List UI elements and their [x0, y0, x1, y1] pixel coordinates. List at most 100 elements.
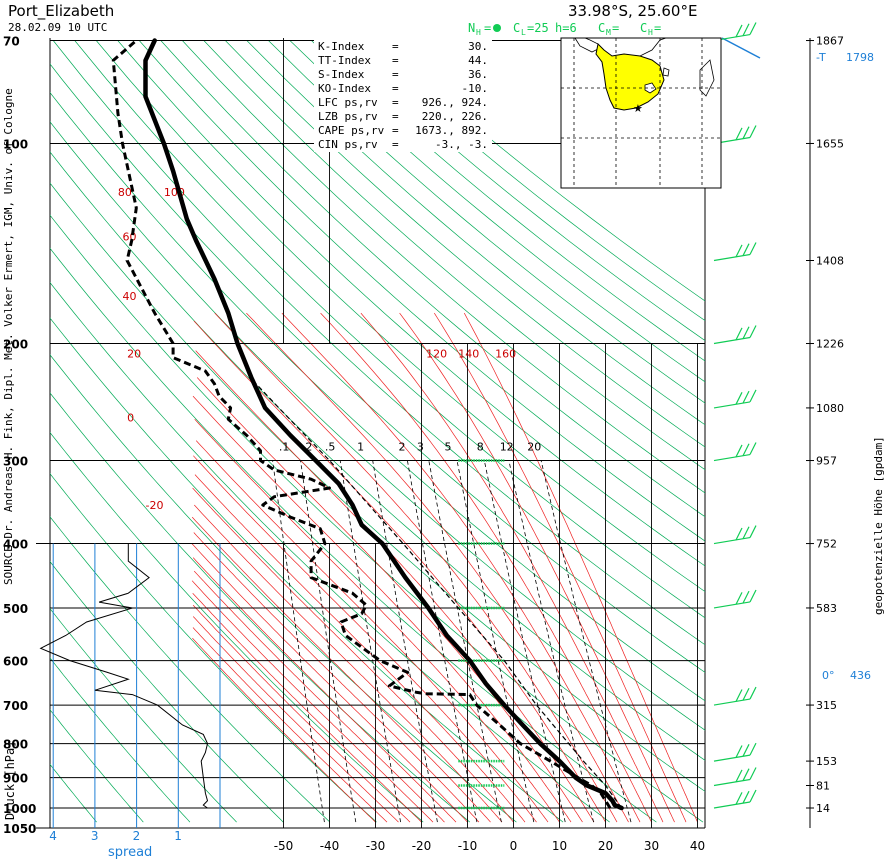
- spread-tick-label: 1: [174, 829, 182, 843]
- dry-adiabat-line: [182, 40, 705, 494]
- dry-adiabat-line: [225, 40, 705, 448]
- pressure-tick-label: 100: [3, 137, 28, 151]
- dry-adiabat-line: [50, 392, 471, 823]
- temperature-tick-label: 30: [644, 839, 659, 853]
- map-eswatini: [662, 67, 670, 77]
- freezing-level-label: 0°: [822, 669, 835, 682]
- moist-adiabat-line: [192, 487, 514, 823]
- wind-barb-feather: [742, 744, 750, 757]
- index-value: 44.: [468, 54, 488, 67]
- cloud-ch: C: [640, 21, 647, 35]
- dry-adiabat-line: [50, 317, 564, 823]
- wind-barb-feather: [742, 23, 750, 37]
- index-value: 36.: [468, 68, 488, 81]
- wind-barb-feather: [735, 127, 743, 141]
- wind-barb-feather: [742, 768, 750, 781]
- wind-barb-feather: [749, 325, 757, 338]
- index-equals: =: [392, 110, 399, 123]
- index-name: LZB ps,rv: [318, 110, 378, 123]
- index-value: -10.: [462, 82, 489, 95]
- temperature-tick-label: 10: [552, 839, 567, 853]
- moist-adiabat-line: [191, 580, 434, 823]
- spread-tick-label: 2: [133, 829, 141, 843]
- wind-barb-feather: [742, 590, 750, 604]
- theta-label: 120: [426, 348, 447, 361]
- index-name: LFC ps,rv: [318, 96, 378, 109]
- mixing-ratio-line: [540, 460, 632, 823]
- dry-adiabat-line: [50, 709, 144, 823]
- geopotential-tick-label: 957: [816, 455, 837, 468]
- moist-adiabat-line: [191, 516, 491, 823]
- index-name: CIN ps,rv: [318, 138, 378, 151]
- station-star-icon: ★: [633, 102, 643, 115]
- moist-adiabat-line: [192, 395, 572, 823]
- dry-adiabat-line: [50, 561, 284, 823]
- cloud-cm-sub: M: [606, 28, 611, 37]
- wind-barb-shaft: [713, 754, 751, 762]
- index-equals: =: [392, 82, 399, 95]
- wind-barb-feather: [742, 126, 750, 139]
- map-south-africa: [595, 42, 665, 111]
- spread-tick-label: 4: [49, 829, 57, 843]
- moist-adiabat-line: [192, 557, 457, 823]
- mixing-ratio-line: [339, 460, 401, 823]
- dry-adiabat-line: [50, 657, 191, 823]
- wind-barb-feather: [749, 442, 757, 455]
- index-equals: =: [392, 96, 399, 109]
- index-name: CAPE ps,rv: [318, 124, 385, 137]
- moist-adiabat-line: [320, 312, 652, 823]
- pressure-tick-label: 700: [3, 699, 28, 713]
- wind-barb-feather: [742, 790, 750, 804]
- wind-barb-feather: [749, 242, 757, 255]
- dry-adiabat-line: [50, 281, 610, 823]
- wind-barb-shaft: [713, 453, 751, 462]
- wind-barb-feather: [735, 444, 743, 458]
- mixing-ratio-line: [372, 460, 438, 823]
- wind-barb-shaft: [713, 253, 751, 262]
- theta-label: 140: [458, 348, 479, 361]
- index-equals: =: [392, 40, 399, 53]
- cloud-height: h=6: [555, 21, 577, 35]
- moist-adiabat-line: [281, 312, 641, 823]
- moist-adiabat-line: [192, 627, 388, 823]
- wind-barb-feather: [735, 24, 743, 38]
- mixing-ratio-label: 3: [417, 441, 424, 454]
- dry-adiabat-line: [246, 40, 705, 426]
- geopotential-tick-label: 752: [816, 538, 837, 551]
- moist-adiabat-line: [192, 592, 422, 823]
- wind-barb-shaft: [713, 336, 751, 345]
- moist-adiabat-line: [194, 504, 503, 823]
- inset-map: ★: [560, 37, 722, 189]
- mixing-ratio-label: 2: [399, 441, 406, 454]
- wind-barbs: [713, 22, 757, 809]
- temperature-tick-label: 0: [510, 839, 518, 853]
- mixing-ratio-label: 5: [445, 441, 452, 454]
- theta-label: 0: [127, 411, 134, 424]
- index-value: 220., 226.: [422, 110, 488, 123]
- moist-adiabat-line: [192, 637, 376, 823]
- cloud-cm-eq: =: [612, 21, 619, 35]
- wind-barb-shaft: [713, 401, 751, 409]
- dry-adiabat-line: [50, 516, 331, 823]
- pressure-tick-label: 1050: [3, 822, 36, 836]
- wind-barb-shaft: [713, 778, 751, 787]
- wind-barb-feather: [735, 392, 743, 405]
- dry-adiabat-line: [74, 40, 705, 619]
- moist-adiabat-line: [195, 440, 549, 823]
- dry-adiabat-line: [50, 763, 97, 823]
- wind-barb-feather: [735, 592, 743, 605]
- wind-barb-shaft: [713, 801, 751, 809]
- wind-barb-feather: [749, 742, 757, 756]
- moist-adiabat-line: [399, 312, 675, 823]
- dry-adiabat-line: [160, 40, 705, 518]
- station-name: Port_Elizabeth: [8, 2, 114, 21]
- right-axis-title: geopotenzielle Höhe [gpdam]: [872, 436, 885, 615]
- temperature-tick-label: -50: [274, 839, 294, 853]
- dry-adiabat-line: [50, 151, 705, 761]
- pressure-tick-label: 400: [3, 538, 28, 552]
- geopotential-tick-label: 1655: [816, 137, 844, 150]
- cloud-cm: C: [598, 21, 605, 35]
- pressure-tick-label: 1000: [3, 802, 36, 816]
- wind-barb-feather: [735, 527, 743, 541]
